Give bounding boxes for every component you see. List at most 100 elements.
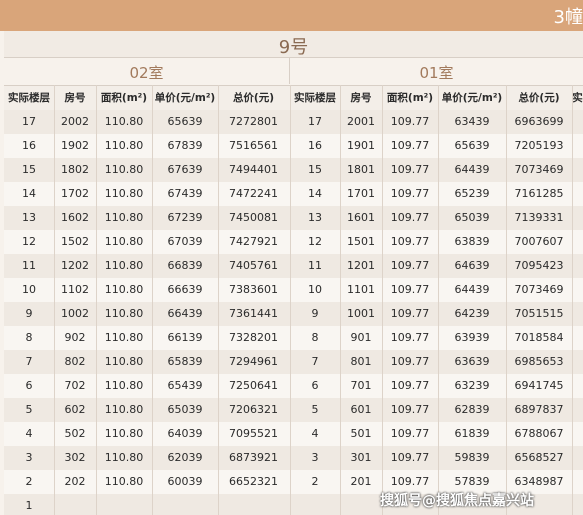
table-cell: 2 — [311, 475, 319, 488]
table-cell: 1002 — [61, 307, 89, 320]
table-cell: 65639 — [167, 115, 203, 128]
table-cell: 66639 — [167, 283, 203, 296]
table-cell — [96, 494, 152, 515]
grid-line — [54, 85, 55, 515]
table-cell: 1 — [25, 499, 33, 512]
table-cell: 16 — [308, 139, 322, 152]
header-cell: 总价(元) — [232, 92, 275, 104]
table-cell: 110.80 — [104, 259, 144, 272]
table-cell: 7294961 — [229, 355, 278, 368]
table-cell: 14 — [308, 187, 322, 200]
table-cell: 301 — [350, 451, 372, 464]
table-row: 13 1602 110.80 67239 7450081 13 1601 109.77 6503… — [4, 206, 583, 231]
table-cell: 13 — [22, 211, 36, 224]
table-cell: 110.80 — [104, 235, 144, 248]
table-header: 实际楼层 房号 面积(m²) 单价(元/m²) 总价(元) 实际楼层 房号 面积(m²) 单价(… — [4, 85, 583, 111]
table-cell: 7007607 — [514, 235, 564, 248]
table-cell: 66439 — [167, 307, 203, 320]
table-cell: 110.80 — [104, 307, 144, 320]
table-cell: 110.80 — [104, 427, 144, 440]
table-cell: 66839 — [167, 259, 203, 272]
table-cell: 7383601 — [229, 283, 278, 296]
table-cell: 109.77 — [390, 187, 430, 200]
table-cell: 1001 — [347, 307, 375, 320]
table-cell: 6348987 — [514, 475, 564, 488]
table-cell: 1502 — [61, 235, 89, 248]
table-cell: 1602 — [61, 211, 89, 224]
table-cell: 501 — [350, 427, 372, 440]
table-cell: 7328201 — [229, 331, 278, 344]
table-cell: 7 — [25, 355, 33, 368]
table-row: 15 1802 110.80 67639 7494401 15 1801 109.77 6443… — [4, 158, 583, 183]
table-cell: 67039 — [167, 235, 203, 248]
table-cell: 2 — [25, 475, 33, 488]
table-cell: 109.77 — [390, 403, 430, 416]
table-cell: 601 — [350, 403, 372, 416]
table-cell: 902 — [64, 331, 86, 344]
table-cell: 7450081 — [229, 211, 278, 224]
table-cell: 109.77 — [390, 211, 430, 224]
header-cell: 总价(元) — [518, 92, 560, 104]
table-cell: 109.77 — [390, 163, 430, 176]
table-cell: 9 — [25, 307, 33, 320]
table-cell: 10 — [308, 283, 322, 296]
table-row: 3 302 110.80 62039 6873921 3 301 109.77 59839 656… — [4, 446, 583, 471]
table-cell: 2002 — [61, 115, 89, 128]
table-cell: 62839 — [454, 403, 490, 416]
table-cell: 110.80 — [104, 379, 144, 392]
table-cell: 7095521 — [229, 427, 278, 440]
table-cell: 67239 — [167, 211, 203, 224]
table-cell: 9 — [311, 307, 319, 320]
table-cell: 7361441 — [229, 307, 278, 320]
table-cell: 65839 — [167, 355, 203, 368]
header-cell: 面积(m²) — [100, 92, 148, 104]
table-cell: 57839 — [454, 475, 490, 488]
table-cell: 109.77 — [390, 355, 430, 368]
grid-line — [340, 85, 341, 515]
table-cell: 110.80 — [104, 139, 144, 152]
table-cell: 64639 — [454, 259, 490, 272]
table-cell: 110.80 — [104, 331, 144, 344]
table-row: 8 902 110.80 66139 7328201 8 901 109.77 63939 701… — [4, 326, 583, 351]
table-cell: 63939 — [454, 331, 490, 344]
table-cell: 1702 — [61, 187, 89, 200]
table-cell: 3 — [25, 451, 33, 464]
table-cell: 109.77 — [390, 139, 430, 152]
unit-title: 9号 — [278, 37, 309, 58]
table-cell: 11 — [22, 259, 36, 272]
table-cell: 7 — [311, 355, 319, 368]
table-cell: 64439 — [454, 163, 490, 176]
table-cell: 17 — [22, 115, 36, 128]
table-cell: 109.77 — [390, 235, 430, 248]
table-cell: 802 — [64, 355, 86, 368]
table-cell: 110.80 — [104, 211, 144, 224]
table-cell: 1901 — [347, 139, 375, 152]
table-cell: 66139 — [167, 331, 203, 344]
table-cell: 6963699 — [514, 115, 564, 128]
table-cell: 62039 — [167, 451, 203, 464]
table-cell: 6941745 — [514, 379, 564, 392]
table-cell: 502 — [64, 427, 86, 440]
table-cell: 110.80 — [104, 163, 144, 176]
table-cell: 4 — [311, 427, 319, 440]
table-cell: 110.80 — [104, 451, 144, 464]
table-row: 9 1002 110.80 66439 7361441 9 1001 109.77 64239 7… — [4, 302, 583, 327]
table-cell: 109.77 — [390, 283, 430, 296]
table-cell: 8 — [311, 331, 319, 344]
table-cell: 63839 — [454, 235, 490, 248]
table-cell: 7073469 — [514, 163, 564, 176]
table-cell: 13 — [308, 211, 322, 224]
table-cell: 7427921 — [229, 235, 278, 248]
table-cell: 1102 — [61, 283, 89, 296]
table-cell: 109.77 — [390, 259, 430, 272]
room-header-row: 02室 01室 — [4, 58, 583, 84]
table-cell: 110.80 — [104, 355, 144, 368]
table-cell: 202 — [64, 475, 86, 488]
table-cell: 1201 — [347, 259, 375, 272]
table-cell: 6897837 — [514, 403, 564, 416]
table-cell: 15 — [308, 163, 322, 176]
unit-title-row: 9号 — [4, 31, 583, 58]
table-cell: 6 — [311, 379, 319, 392]
table-cell: 67439 — [167, 187, 203, 200]
